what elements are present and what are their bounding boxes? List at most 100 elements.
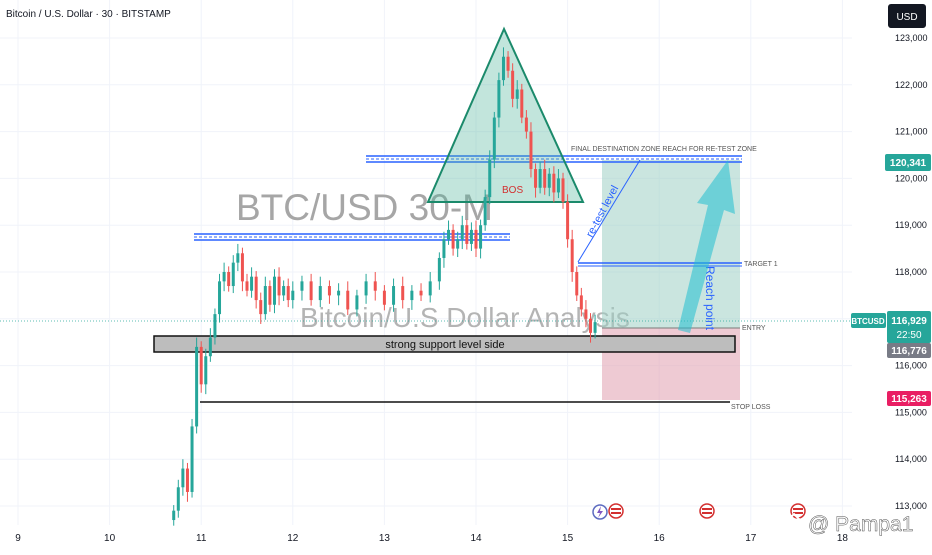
flag-stripe-icon: [793, 508, 803, 510]
candle-body: [364, 281, 368, 296]
current-price-tag: [887, 311, 931, 343]
candle-body: [547, 173, 551, 188]
logo-diamond-small-icon: [776, 514, 792, 530]
candle-body: [227, 272, 231, 287]
candle-body: [277, 276, 281, 296]
zone-top-price-tag: [885, 154, 931, 171]
target-1-line: [578, 262, 742, 267]
candle-body: [318, 286, 322, 301]
candle-body: [254, 276, 258, 301]
candle-body: [263, 286, 267, 315]
candle-body: [309, 281, 313, 301]
x-tick-label: 13: [379, 533, 391, 544]
support-zone-box: [153, 335, 736, 353]
candle-body: [511, 70, 515, 99]
entry-price: 116,776: [891, 346, 927, 357]
entry-price-tag: [887, 343, 931, 358]
y-tick-label: 118,000: [895, 267, 927, 277]
candle-body: [213, 314, 217, 338]
stop-price-tag: [887, 391, 931, 406]
candle-body: [593, 322, 597, 333]
candle-body: [538, 169, 542, 188]
x-tick-label: 15: [562, 533, 574, 544]
candle-body: [240, 253, 244, 282]
candle-body: [479, 225, 483, 249]
candle-body: [579, 295, 583, 310]
logo-diamond-icon: [784, 512, 804, 532]
watermark-title: BTC/USD 30-M: [236, 187, 493, 228]
us-flag-event-icon[interactable]: [608, 503, 624, 519]
flag-stripe-icon: [793, 512, 803, 514]
candle-body: [556, 178, 560, 193]
y-tick-label: 120,000: [895, 173, 928, 183]
lightning-glyph-icon: [597, 506, 603, 518]
y-tick-label: 116,000: [895, 361, 927, 371]
y-tick-label: 123,000: [895, 33, 928, 43]
candle-body: [456, 239, 460, 249]
candle-body: [589, 318, 592, 333]
candle-body: [524, 117, 528, 132]
candle-body: [355, 295, 359, 310]
candle-body: [222, 272, 226, 282]
x-tick-label: 16: [654, 533, 666, 544]
candle-body: [501, 56, 505, 81]
currency-button[interactable]: [888, 4, 926, 28]
flag-stripe-icon: [611, 508, 621, 510]
candle-body: [469, 229, 473, 244]
candle-body: [447, 229, 451, 240]
symbol-tag-label: BTCUSD: [851, 317, 885, 326]
candle-series: [172, 47, 597, 526]
y-tick-label: 114,000: [895, 454, 927, 464]
candle-body: [401, 286, 405, 301]
candle-body: [428, 281, 432, 296]
candle-body: [218, 281, 222, 315]
x-tick-label: 18: [837, 533, 849, 544]
x-tick-label: 11: [196, 533, 207, 544]
candle-body: [195, 346, 199, 427]
final-zone-label: FINAL DESTINATION ZONE REACH FOR RE-TEST…: [571, 146, 757, 153]
y-tick-label: 113,000: [895, 501, 927, 511]
candle-body: [392, 286, 396, 305]
flag-stripe-icon: [702, 512, 712, 514]
candle-body: [282, 286, 286, 296]
candle-body: [286, 286, 290, 301]
candle-body: [460, 225, 464, 240]
x-tick-label: 9: [15, 533, 21, 544]
candle-body: [419, 290, 423, 296]
stop-loss-label: STOP LOSS: [731, 404, 771, 411]
currency-button-label: USD: [896, 12, 917, 23]
candle-body: [190, 426, 194, 492]
candle-body: [566, 201, 570, 240]
candle-body: [529, 131, 533, 170]
candle-body: [245, 281, 249, 291]
bar-countdown: 22:50: [896, 330, 921, 341]
candle-body: [176, 487, 180, 511]
candle-body: [552, 173, 556, 193]
candle-body: [465, 225, 469, 244]
credit-badge: @ Pampa1: [776, 512, 914, 536]
candle-body: [437, 257, 441, 282]
zone-top-price: 120,341: [890, 158, 927, 169]
price-axis[interactable]: [852, 0, 932, 550]
candle-body: [506, 56, 510, 71]
candle-body: [382, 290, 386, 305]
candle-body: [520, 89, 524, 118]
us-flag-event-icon[interactable]: [699, 503, 715, 519]
candle-body: [575, 272, 579, 296]
flag-stripe-icon: [611, 512, 621, 514]
candle-body: [272, 276, 276, 305]
watermark-subtitle: Bitcoin/U.S Dollar Analysis: [300, 302, 630, 333]
candle-body: [259, 300, 263, 315]
x-axis-labels: 9 10 11 12 13 14 15 16 17 18: [15, 533, 848, 544]
target-arrow-icon: [678, 160, 735, 333]
candle-body: [268, 286, 272, 305]
candle-body: [483, 197, 487, 226]
current-price: 116,929: [891, 316, 927, 327]
candle-body: [208, 337, 212, 357]
target1-label: TARGET 1: [744, 261, 778, 268]
pattern-triangle: [426, 26, 585, 203]
retest-diagonal: [577, 159, 641, 263]
candle-body: [570, 239, 574, 272]
